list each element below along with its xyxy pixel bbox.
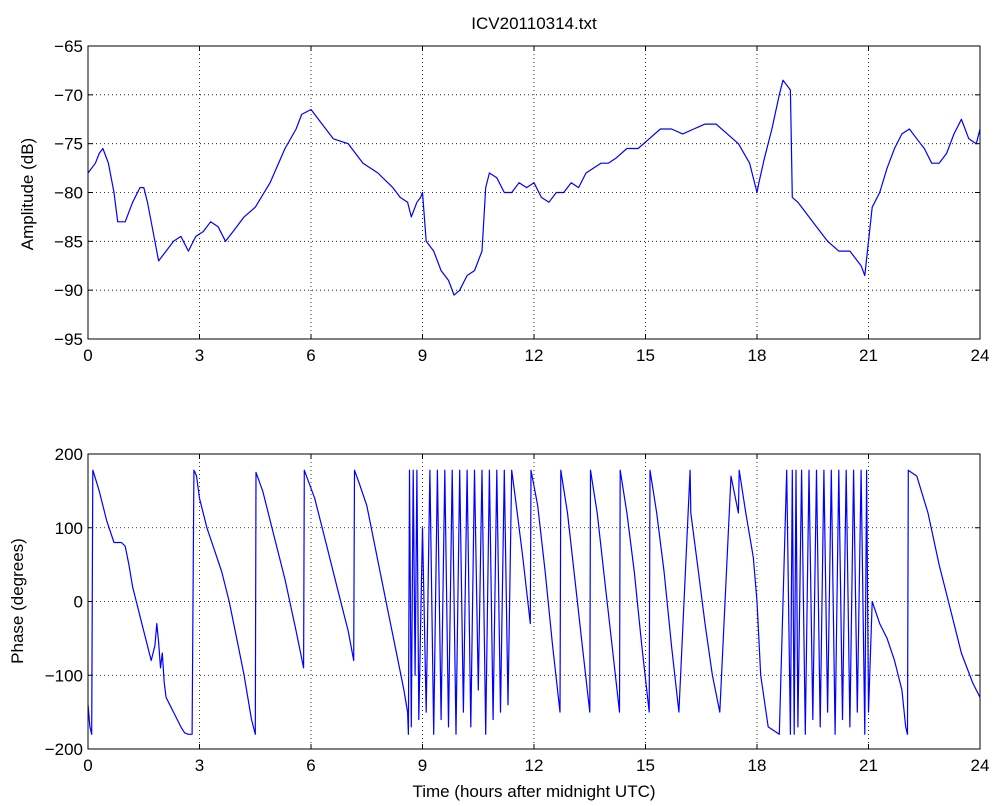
phase-series <box>87 469 981 735</box>
y-tick-label: 100 <box>55 519 83 538</box>
amplitude-grid <box>88 46 980 339</box>
x-tick-label: 0 <box>83 756 92 775</box>
amplitude-axes-frame <box>87 45 981 340</box>
phase-grid <box>88 454 980 749</box>
y-tick-label: −80 <box>54 184 83 203</box>
phase-x-axis-label: Time (hours after midnight UTC) <box>412 782 655 801</box>
y-tick-label: −90 <box>54 281 83 300</box>
y-tick-label: −65 <box>54 37 83 56</box>
x-tick-label: 18 <box>748 346 767 365</box>
x-tick-label: 21 <box>859 756 878 775</box>
x-tick-label: 15 <box>636 756 655 775</box>
amplitude-line <box>87 79 981 296</box>
x-tick-label: 24 <box>971 346 990 365</box>
chart-title: ICV20110314.txt <box>471 14 597 33</box>
x-tick-label: 18 <box>748 756 767 775</box>
amplitude-ticks: 0 3 6 9 12 15 18 21 24 −65 −70 −75 −80 −85 −90 −95 <box>54 37 989 365</box>
phase-axes-frame <box>87 453 981 750</box>
y-tick-label: −85 <box>54 232 83 251</box>
amplitude-y-axis-label: Amplitude (dB) <box>18 138 37 250</box>
x-tick-label: 9 <box>418 346 427 365</box>
phase-ticks: 0 3 6 9 12 15 18 21 24 200 100 0 −100 −200 <box>45 445 990 775</box>
x-tick-label: 6 <box>306 346 315 365</box>
phase-y-axis-label: Phase (degrees) <box>8 538 27 664</box>
x-tick-label: 9 <box>418 756 427 775</box>
x-tick-label: 21 <box>859 346 878 365</box>
y-tick-label: 200 <box>55 445 83 464</box>
x-tick-label: 24 <box>971 756 990 775</box>
amplitude-series <box>87 79 981 296</box>
y-tick-label: −70 <box>54 86 83 105</box>
y-tick-label: −100 <box>45 666 83 685</box>
x-tick-label: 15 <box>636 346 655 365</box>
x-tick-label: 3 <box>195 756 204 775</box>
x-tick-label: 3 <box>195 346 204 365</box>
x-tick-label: 12 <box>525 756 544 775</box>
y-tick-label: 0 <box>74 593 83 612</box>
y-tick-label: −95 <box>54 330 83 349</box>
amplitude-panel: ICV20110314.txt Amplitude (dB) 0 3 6 9 12 15 1… <box>18 14 989 365</box>
y-tick-label: −200 <box>45 740 83 759</box>
x-tick-label: 0 <box>83 346 92 365</box>
y-tick-label: −75 <box>54 135 83 154</box>
phase-line <box>87 469 981 735</box>
x-tick-label: 12 <box>525 346 544 365</box>
phase-panel: Time (hours after midnight UTC) Phase (d… <box>8 445 989 801</box>
x-tick-label: 6 <box>306 756 315 775</box>
